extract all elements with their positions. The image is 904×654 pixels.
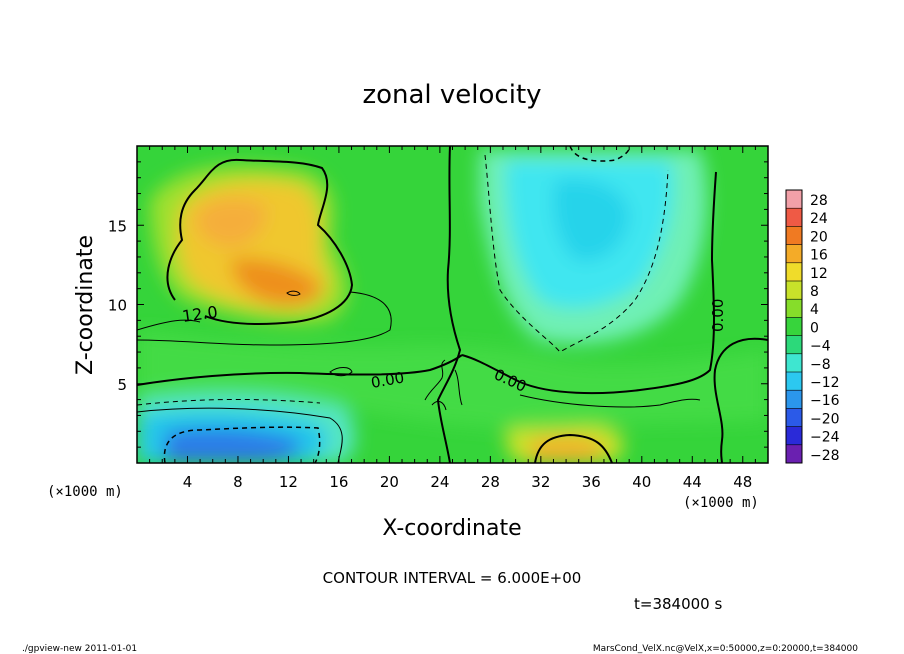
- x-tick-label: 40: [632, 473, 651, 491]
- x-tick-label: 4: [183, 473, 193, 491]
- colorbar-label: −4: [810, 339, 831, 355]
- y-axis-title: Z-coordinate: [73, 235, 98, 375]
- plot-area: 12.0 0.00 0.00 0.00: [137, 146, 768, 463]
- x-tick-label: 28: [481, 473, 500, 491]
- x-tick-label: 24: [430, 473, 449, 491]
- contour-neg6-upper: [484, 154, 669, 353]
- colorbar-swatch: [786, 244, 802, 263]
- contour-6: [137, 291, 392, 346]
- y-tick-label: 5: [117, 376, 127, 394]
- x-tick-label: 48: [733, 473, 752, 491]
- chart-title: zonal velocity: [362, 80, 541, 110]
- x-tick-label: 12: [279, 473, 298, 491]
- contour-small-loop-2: [329, 367, 353, 377]
- colorbar-swatch: [786, 444, 802, 463]
- contour-0-right-lower: [713, 337, 768, 463]
- contour-neg6-lower: [137, 398, 321, 406]
- colorbar-swatch: [786, 390, 802, 409]
- contour-small-loop: [286, 290, 301, 296]
- contour-label: 0.00: [370, 368, 406, 392]
- x-tick-label: 36: [582, 473, 601, 491]
- contour-lines: [137, 146, 768, 463]
- contour-interval: CONTOUR INTERVAL = 6.000E+00: [323, 569, 582, 587]
- colorbar-swatch: [786, 281, 802, 300]
- contour-neg6-top: [569, 146, 631, 162]
- colorbar-label: 4: [810, 302, 819, 318]
- colorbar-swatch: [786, 335, 802, 354]
- contour-12: [166, 158, 354, 325]
- colorbar-label: 0: [810, 320, 819, 336]
- colorbar-swatch: [786, 262, 802, 281]
- contour-0-right: [461, 171, 717, 395]
- colorbar-swatch: [786, 190, 802, 209]
- x-tick-label: 16: [329, 473, 348, 491]
- time-label: t=384000 s: [634, 595, 722, 613]
- contour-0-vertical: [436, 146, 462, 463]
- y-tick-label: 10: [108, 297, 127, 315]
- contour-noise: [424, 359, 463, 411]
- colorbar-label: 24: [810, 211, 828, 227]
- contour-neg12-lower: [163, 426, 321, 463]
- colorbar-swatch: [786, 353, 802, 372]
- contour-label: 0.00: [709, 299, 727, 332]
- x-axis-title: X-coordinate: [382, 516, 521, 541]
- colorbar-label: 28: [810, 193, 828, 209]
- contour-0-bottom: [534, 433, 613, 463]
- colorbar-label: 20: [810, 229, 828, 245]
- field-negative-min: [165, 428, 301, 463]
- colorbar-swatch: [786, 372, 802, 391]
- colorbar-label: −16: [810, 393, 840, 409]
- colorbar: 28 24 20 16 12 8 4 0 −4 −8 −12 −16 −20 −24 −28: [785, 189, 840, 464]
- x-unit-left: (×1000 m): [47, 484, 123, 500]
- colorbar-label: 8: [810, 284, 819, 300]
- footer-left: ./gpview-new 2011-01-01: [22, 644, 137, 654]
- contour-6-lower: [137, 407, 343, 463]
- colorbar-label: 12: [810, 266, 828, 282]
- x-tick-label: 20: [380, 473, 399, 491]
- colorbar-swatch: [786, 408, 802, 427]
- x-tick-label: 8: [233, 473, 243, 491]
- contour-6-right: [519, 394, 701, 408]
- x-tick-label: 44: [683, 473, 702, 491]
- x-unit-right: (×1000 m): [683, 495, 759, 511]
- colorbar-swatch: [786, 299, 802, 318]
- colorbar-label: −20: [810, 411, 840, 427]
- colorbar-swatch: [786, 208, 802, 227]
- contour-0-left: [137, 354, 463, 386]
- colorbar-label: 16: [810, 248, 828, 264]
- x-tick-label: 32: [531, 473, 550, 491]
- colorbar-label: −28: [810, 448, 840, 464]
- contour-label: 12.0: [181, 302, 219, 326]
- colorbar-swatch: [786, 317, 802, 336]
- field-positive-max: [230, 258, 321, 305]
- y-tick-label: 15: [108, 217, 127, 235]
- colorbar-label: −8: [810, 357, 831, 373]
- colorbar-swatch: [786, 426, 802, 445]
- footer-right: MarsCond_VelX.nc@VelX,x=0:50000,z=0:2000…: [593, 644, 858, 654]
- colorbar-swatch: [786, 226, 802, 245]
- colorbar-label: −24: [810, 430, 840, 446]
- colorbar-label: −12: [810, 375, 840, 391]
